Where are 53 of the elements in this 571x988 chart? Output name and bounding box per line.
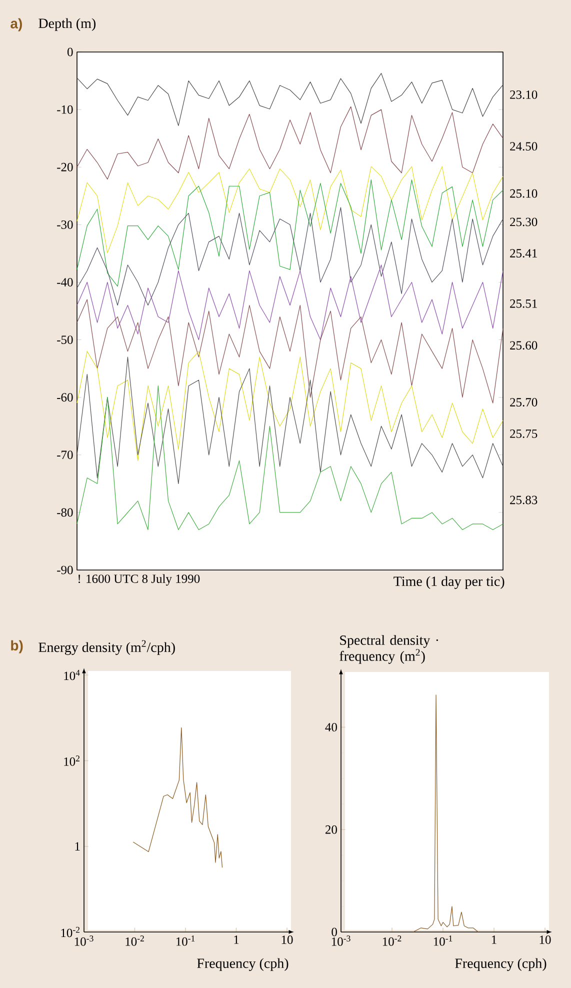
x-tick-label: 10$^{-2}$	[126, 936, 144, 946]
line-series	[76, 179, 504, 287]
series-label: 25.10	[510, 189, 538, 198]
y-tick-label: 0	[332, 928, 337, 936]
y-tick-label: 10$^{2}$	[64, 756, 80, 766]
line-series	[76, 350, 504, 461]
series-label: 25.75	[510, 430, 538, 438]
x-tick-label: 1	[234, 936, 239, 944]
x-tick-label: 10	[540, 936, 551, 944]
line-series	[76, 299, 504, 404]
series-label: 25.60	[510, 341, 538, 350]
chart-title: a)	[10, 18, 22, 32]
y-tick-label: -80	[57, 508, 73, 517]
x-axis-title: Time (1 day per tic)	[394, 576, 504, 589]
line-series	[76, 166, 504, 254]
y-tick-label: 20	[326, 825, 337, 834]
x-tick-label: 10$^{-2}$	[382, 936, 402, 946]
series-label: 25.83	[510, 496, 538, 504]
line-series	[76, 73, 504, 126]
y-axis-title: Depth (m)	[38, 18, 96, 31]
x-axis-title: Frequency (cph)	[455, 958, 546, 971]
y-tick-label: 1	[75, 842, 80, 850]
series-label: 25.51	[510, 299, 537, 308]
line-series	[76, 356, 504, 484]
y-tick-label: -50	[57, 336, 73, 344]
x-axis-title: Frequency (cph)	[197, 958, 288, 971]
series-label: 24.50	[510, 142, 538, 151]
chart-title: b)	[11, 640, 23, 654]
x-tick-label: 10$^{-3}$	[332, 936, 350, 946]
x-tick-label: 10$^{-1}$	[434, 936, 452, 946]
y-tick-label: -20	[57, 162, 73, 172]
y-tick-label: -90	[57, 566, 73, 574]
series-label: 25.30	[510, 218, 538, 226]
y-tick-label: -70	[57, 450, 73, 460]
y-tick-label: -60	[57, 393, 73, 402]
series-label: 23.10	[510, 90, 538, 99]
x-tick-label: 10$^{-1}$	[176, 936, 195, 946]
y-tick-label: 10$^{4}$	[64, 670, 80, 680]
y-tick-label: -10	[57, 105, 73, 114]
text: ! 1600 UTC 8 July 1990	[78, 574, 200, 586]
series-label: 25.41	[510, 249, 537, 258]
y-axis-title: Energy density (m$^{2}$/cph)	[38, 640, 175, 655]
y-tick-label: -30	[57, 220, 73, 229]
x-tick-label: 10	[282, 936, 293, 944]
line-series	[76, 207, 504, 306]
x-tick-label: 10$^{-3}$	[74, 936, 94, 946]
y-tick-label: -40	[57, 278, 73, 286]
y-tick-label: 40	[325, 722, 337, 732]
series-label: 25.70	[510, 398, 538, 407]
y-tick-label: 0	[67, 48, 73, 56]
line-series	[76, 106, 504, 180]
y-axis-title: Spectral density · frequency (m$^{2}$)	[340, 635, 438, 664]
x-tick-label: 1	[492, 936, 496, 944]
